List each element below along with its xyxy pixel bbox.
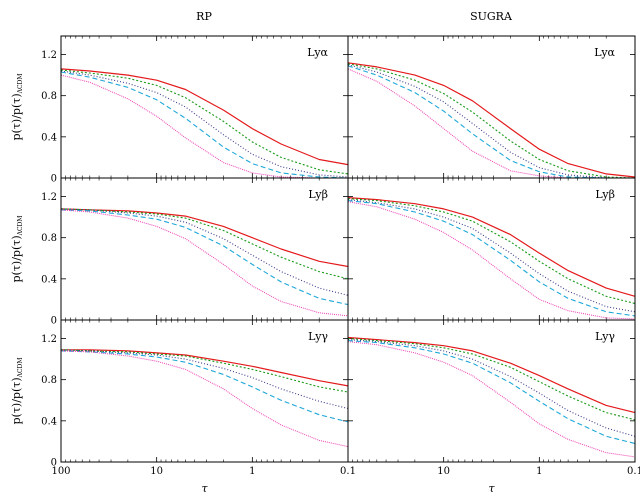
panel-frame: [60, 319, 349, 463]
panel-frame: [347, 177, 636, 321]
series-line-0: [347, 62, 636, 178]
column-title-rp: RP: [196, 10, 212, 23]
x-tick-label: 1: [249, 466, 255, 477]
x-axis-label: τ: [488, 482, 495, 495]
series-line-3: [347, 65, 635, 179]
y-axis-label: p(τ)/p(τ)ΛCDM: [10, 215, 24, 282]
panel-frame: [60, 177, 349, 321]
panel-1-0: 0 0.4 0.8 1.2 Lyβ: [41, 177, 349, 327]
x-tick-label: 1: [536, 466, 542, 477]
panel-label: Lyγ: [308, 330, 328, 343]
series-line-1: [60, 208, 349, 280]
series-line-1: [60, 349, 349, 393]
y-axis-label-sub: ΛCDM: [17, 73, 24, 94]
y-tick-label: 0.8: [41, 91, 57, 102]
y-tick-label: 0: [51, 316, 57, 327]
y-tick-label: 0.4: [41, 416, 57, 427]
panel-2-1: 10 1 0.1 Lyγ: [347, 319, 640, 477]
series-line-0: [347, 197, 636, 297]
panel-label: Lyβ: [308, 188, 328, 201]
y-axis-label-main: p(τ)/p(τ): [10, 377, 23, 424]
panel-label: Lyα: [594, 46, 615, 59]
series-line-0: [347, 336, 636, 414]
series-line-4: [347, 68, 635, 179]
series-line-3: [60, 71, 349, 179]
x-tick-label: 100: [51, 466, 70, 477]
series-line-1: [60, 69, 349, 175]
series-line-2: [347, 64, 635, 179]
panel-frame: [60, 35, 349, 179]
series-line-1: [347, 337, 636, 421]
panels: 0 0.4 0.8 1.2 Lyα Lyα 0 0.4 0.8 1.2 Lyβ Lyβ 0 0.4 0.8 1…: [41, 35, 640, 477]
series-line-3: [60, 209, 349, 306]
series-line-2: [347, 199, 636, 313]
y-tick-label: 0: [51, 458, 57, 469]
series-line-3: [60, 350, 349, 423]
y-axis-label-sub: ΛCDM: [17, 357, 24, 378]
panel-0-0: 0 0.4 0.8 1.2 Lyα: [41, 35, 349, 185]
y-tick-label: 0.4: [41, 132, 57, 143]
series-line-4: [60, 74, 348, 179]
y-tick-label: 0.8: [41, 375, 57, 386]
y-tick-label: 0: [51, 174, 57, 185]
series-line-0: [61, 349, 349, 387]
column-titles: RP SUGRA: [196, 10, 513, 23]
x-tick-label: 0.1: [627, 466, 640, 477]
y-axis-label: p(τ)/p(τ)ΛCDM: [10, 357, 24, 424]
y-axis-label-main: p(τ)/p(τ): [10, 93, 23, 140]
panel-0-1: Lyα: [347, 35, 636, 179]
panel-label: Lyα: [307, 46, 328, 59]
series-line-2: [60, 349, 349, 410]
series-line-4: [347, 201, 636, 320]
series-line-1: [347, 63, 636, 179]
y-tick-label: 1.2: [41, 334, 57, 345]
x-axis-label: τ: [201, 482, 208, 495]
series-line-4: [347, 341, 636, 458]
series-line-0: [60, 68, 349, 166]
x-tick-label: 10: [150, 466, 163, 477]
series-line-3: [347, 340, 636, 445]
x-tick-label: 0.1: [340, 466, 356, 477]
y-axis-label-main: p(τ)/p(τ): [10, 235, 23, 282]
y-tick-label: 0.8: [41, 233, 57, 244]
series-line-4: [60, 350, 349, 448]
x-tick-label: 10: [437, 466, 450, 477]
panel-frame: [347, 319, 636, 463]
series-line-2: [347, 339, 636, 437]
y-tick-label: 1.2: [41, 50, 57, 61]
y-axis-label-sub: ΛCDM: [17, 215, 24, 236]
panel-label: Lyβ: [595, 188, 615, 201]
series-line-0: [60, 208, 349, 268]
y-tick-label: 0.4: [41, 274, 57, 285]
series-line-2: [60, 70, 349, 178]
series-line-3: [347, 200, 636, 317]
panel-1-1: Lyβ: [347, 177, 636, 321]
series-line-4: [60, 209, 349, 317]
y-axis-label: p(τ)/p(τ)ΛCDM: [10, 73, 24, 140]
y-tick-label: 1.2: [41, 192, 57, 203]
panel-2-0: 0 0.4 0.8 1.2 100 10 1 0.1 Lyγ: [41, 319, 356, 477]
panel-label: Lyγ: [595, 330, 615, 343]
panel-frame: [347, 35, 636, 179]
series-line-1: [347, 198, 636, 305]
axis-labels: p(τ)/p(τ)ΛCDMp(τ)/p(τ)ΛCDMp(τ)/p(τ)ΛCDMτ…: [10, 73, 495, 495]
column-title-sugra: SUGRA: [470, 10, 513, 23]
